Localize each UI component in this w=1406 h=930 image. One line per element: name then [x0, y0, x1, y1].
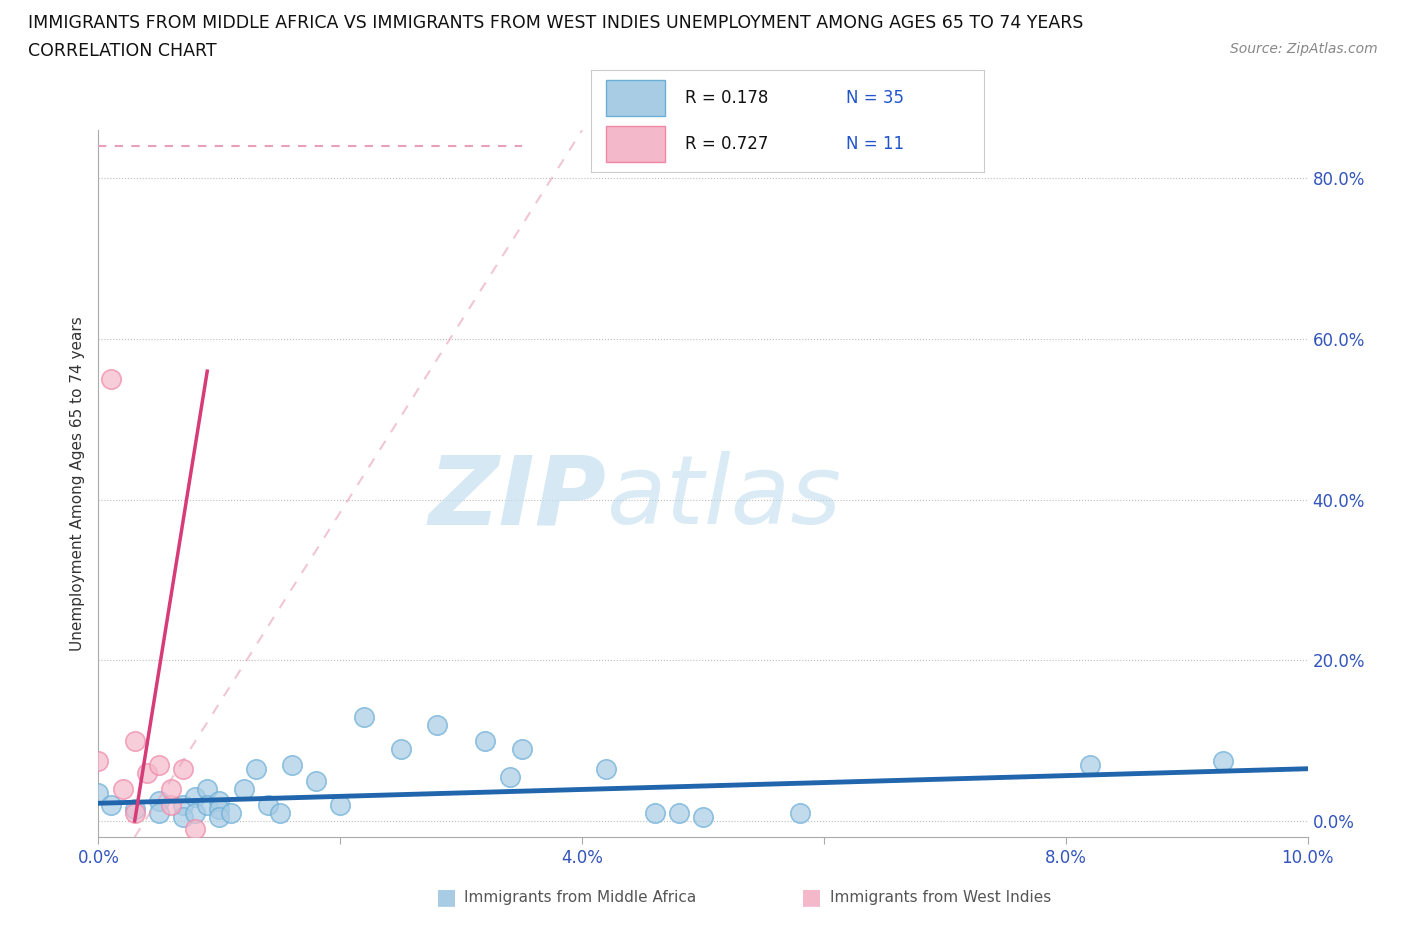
Text: N = 11: N = 11: [846, 136, 904, 153]
Text: atlas: atlas: [606, 451, 841, 544]
Text: R = 0.727: R = 0.727: [685, 136, 768, 153]
FancyBboxPatch shape: [606, 80, 665, 116]
Text: R = 0.178: R = 0.178: [685, 89, 768, 107]
Text: CORRELATION CHART: CORRELATION CHART: [28, 42, 217, 60]
Text: Source: ZipAtlas.com: Source: ZipAtlas.com: [1230, 42, 1378, 56]
Text: ZIP: ZIP: [429, 451, 606, 544]
Text: IMMIGRANTS FROM MIDDLE AFRICA VS IMMIGRANTS FROM WEST INDIES UNEMPLOYMENT AMONG : IMMIGRANTS FROM MIDDLE AFRICA VS IMMIGRA…: [28, 14, 1084, 32]
Y-axis label: Unemployment Among Ages 65 to 74 years: Unemployment Among Ages 65 to 74 years: [69, 316, 84, 651]
Text: N = 35: N = 35: [846, 89, 904, 107]
Text: Immigrants from Middle Africa: Immigrants from Middle Africa: [464, 890, 696, 905]
Text: ■: ■: [436, 887, 457, 908]
Text: Immigrants from West Indies: Immigrants from West Indies: [830, 890, 1050, 905]
Text: ■: ■: [801, 887, 823, 908]
FancyBboxPatch shape: [606, 126, 665, 162]
